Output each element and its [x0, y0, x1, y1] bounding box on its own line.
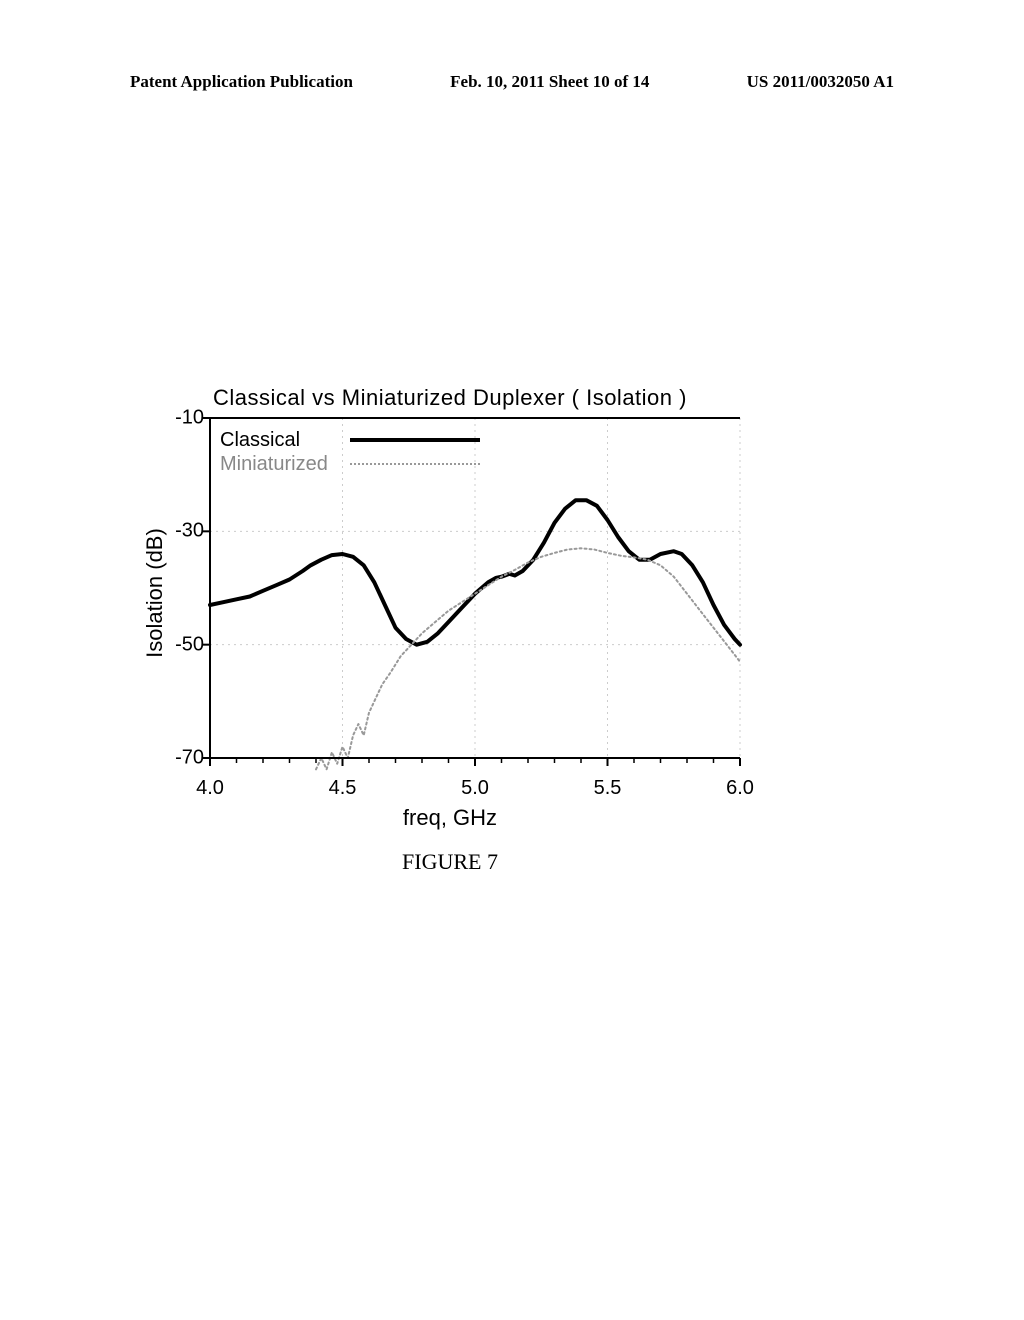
y-axis-label: Isolation (dB): [142, 528, 168, 658]
series-miniaturized: [316, 548, 740, 769]
chart-container: Classical vs Miniaturized Duplexer ( Iso…: [140, 385, 760, 865]
page-header: Patent Application Publication Feb. 10, …: [130, 72, 894, 92]
xtick-label: 4.5: [329, 777, 357, 800]
chart-title: Classical vs Miniaturized Duplexer ( Iso…: [140, 385, 760, 411]
legend-label: Miniaturized: [220, 453, 340, 476]
x-axis-label: freq, GHz: [140, 805, 760, 831]
legend: ClassicalMiniaturized: [220, 428, 480, 476]
ytick-label: -30: [175, 520, 204, 543]
ytick-label: -70: [175, 747, 204, 770]
xtick-label: 5.0: [461, 777, 489, 800]
ytick-label: -10: [175, 407, 204, 430]
legend-item: Miniaturized: [220, 452, 480, 476]
header-left: Patent Application Publication: [130, 72, 353, 92]
plot-area: Isolation (dB) -70-50-30-104.04.55.05.56…: [140, 413, 760, 773]
xtick-label: 5.5: [594, 777, 622, 800]
legend-item: Classical: [220, 428, 480, 452]
legend-label: Classical: [220, 429, 340, 452]
legend-swatch: [350, 438, 480, 442]
figure-caption: FIGURE 7: [140, 849, 760, 875]
legend-swatch: [350, 463, 480, 465]
xtick-label: 6.0: [726, 777, 754, 800]
ytick-label: -50: [175, 633, 204, 656]
header-center: Feb. 10, 2011 Sheet 10 of 14: [450, 72, 649, 92]
xtick-label: 4.0: [196, 777, 224, 800]
header-right: US 2011/0032050 A1: [747, 72, 894, 92]
